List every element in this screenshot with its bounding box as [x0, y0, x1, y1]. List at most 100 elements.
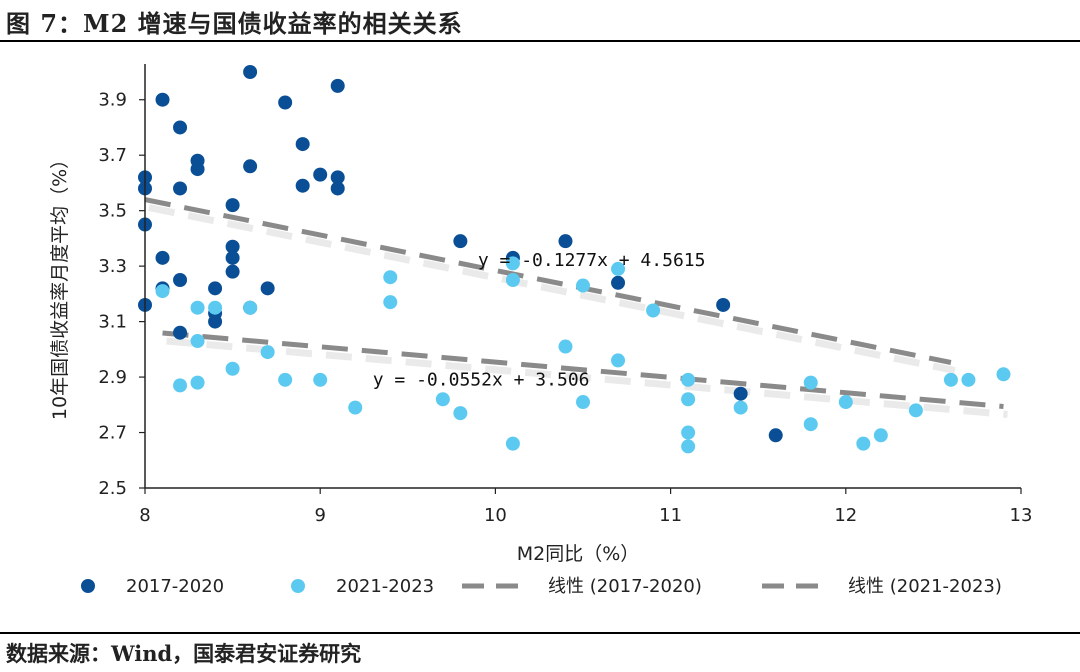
point-2021-2023-35 — [873, 428, 888, 443]
figure-title: 图 7：M2 增速与国债收益率的相关关系 — [6, 9, 463, 38]
point-2021-2023-5 — [190, 375, 205, 390]
point-2021-2023-37 — [943, 372, 958, 387]
point-2017-2020-32 — [453, 234, 468, 249]
trendline-equation-2: y = -0.0552x + 3.506 — [373, 369, 590, 390]
trendline-shadow-1 — [148, 204, 956, 374]
point-2017-2020-5 — [155, 92, 170, 107]
point-2017-2020-9 — [173, 181, 188, 196]
title-rule — [0, 40, 1080, 42]
x-tick-label-12: 12 — [834, 505, 857, 526]
x-tick-label-9: 9 — [314, 505, 325, 526]
point-2021-2023-30 — [733, 400, 748, 415]
point-2017-2020-34 — [558, 234, 573, 249]
point-2021-2023-18 — [505, 273, 520, 287]
point-2021-2023-28 — [681, 425, 696, 440]
trendline-shadows — [148, 204, 1008, 418]
point-2021-2023-7 — [225, 361, 240, 376]
point-2017-2020-31 — [330, 181, 345, 196]
point-2017-2020-8 — [173, 120, 188, 135]
point-2021-2023-26 — [681, 372, 696, 387]
legend-label-线性 (2017-2020): 线性 (2017-2020) — [548, 576, 702, 597]
x-tick-label-13: 13 — [1010, 505, 1033, 526]
point-2017-2020-17 — [225, 198, 240, 213]
point-2021-2023-1 — [155, 284, 170, 299]
trendlines — [144, 197, 1004, 409]
equation-labels: y = -0.1277x + 4.5615 y = -0.0552x + 3.50… — [373, 250, 706, 390]
point-2021-2023-22 — [576, 395, 590, 410]
y-tick-label-3.5: 3.5 — [98, 201, 127, 222]
y-tick-label-3.7: 3.7 — [98, 145, 127, 166]
point-2021-2023-14 — [383, 295, 398, 310]
point-2017-2020-26 — [295, 137, 310, 152]
point-2017-2020-37 — [733, 386, 748, 401]
point-2021-2023-16 — [453, 406, 468, 421]
legend-label-线性 (2021-2023): 线性 (2021-2023) — [848, 576, 1002, 597]
legend-label-2021-2023: 2021-2023 — [336, 576, 434, 597]
point-2017-2020-14 — [208, 281, 223, 296]
legend-marker-2017-2020 — [81, 579, 95, 593]
y-tick-label-2.5: 2.5 — [98, 478, 127, 499]
x-axis-title: M2同比（%） — [517, 543, 640, 565]
point-2021-2023-24 — [611, 353, 626, 368]
source-note: 数据来源：Wind，国泰君安证券研究 — [6, 641, 362, 666]
point-2017-2020-11 — [173, 325, 188, 340]
point-2021-2023-33 — [838, 395, 853, 410]
y-tick-label-3.1: 3.1 — [98, 312, 127, 333]
point-2017-2020-35 — [611, 275, 626, 290]
scatter-chart: 2.5 2.7 2.9 3.1 3.3 3.5 3.7 3.9 8 9 10 11 12 13 M2同比（%… — [49, 64, 1032, 597]
point-2021-2023-3 — [190, 300, 205, 315]
y-tick-label-3.9: 3.9 — [98, 90, 127, 111]
point-2021-2023-38 — [961, 372, 976, 387]
x-tick-label-11: 11 — [659, 505, 682, 526]
trendline-equation-1: y = -0.1277x + 4.5615 — [478, 250, 706, 271]
point-2017-2020-19 — [225, 250, 240, 265]
y-tick-label-2.9: 2.9 — [98, 367, 127, 388]
point-2017-2020-13 — [190, 162, 205, 177]
y-tick-label-3.3: 3.3 — [98, 256, 127, 277]
point-2021-2023-39 — [996, 367, 1011, 382]
point-2021-2023-10 — [278, 372, 293, 387]
trendline-1 — [144, 197, 952, 365]
point-2021-2023-31 — [803, 375, 818, 390]
point-2017-2020-6 — [155, 250, 170, 265]
y-tick-label-2.7: 2.7 — [98, 423, 127, 444]
point-2021-2023-20 — [558, 339, 573, 354]
point-2021-2023-2 — [173, 378, 188, 393]
point-2021-2023-34 — [856, 436, 871, 451]
point-2021-2023-29 — [681, 439, 696, 454]
point-2021-2023-6 — [208, 300, 223, 315]
point-2017-2020-20 — [225, 264, 240, 279]
trendline-2 — [162, 330, 1004, 409]
point-2021-2023-19 — [505, 436, 520, 451]
point-2021-2023-27 — [681, 392, 696, 407]
point-2017-2020-22 — [243, 159, 258, 174]
point-2017-2020-36 — [716, 297, 731, 312]
point-2017-2020-25 — [278, 95, 293, 110]
point-2021-2023-32 — [803, 417, 818, 432]
point-2021-2023-13 — [383, 270, 398, 285]
y-axis-title: 10年国债收益率月度平均（%） — [49, 150, 71, 420]
point-2017-2020-18 — [225, 239, 240, 254]
point-2021-2023-12 — [348, 400, 363, 415]
legend-marker-2021-2023 — [291, 579, 305, 593]
point-2017-2020-10 — [173, 273, 188, 287]
point-2017-2020-28 — [313, 167, 328, 182]
data-points — [138, 65, 1011, 454]
axes: 2.5 2.7 2.9 3.1 3.3 3.5 3.7 3.9 8 9 10 11 12 13 M2同比（%… — [49, 64, 1032, 565]
point-2017-2020-27 — [295, 178, 310, 193]
point-2017-2020-30 — [330, 170, 345, 185]
point-2021-2023-25 — [646, 303, 661, 318]
point-2021-2023-4 — [190, 334, 205, 349]
legend-label-2017-2020: 2017-2020 — [126, 576, 224, 597]
x-tick-label-8: 8 — [139, 505, 150, 526]
point-2017-2020-21 — [243, 65, 258, 79]
point-2017-2020-16 — [208, 314, 223, 329]
legend: 2017-2020 2021-2023 线性 (2017-2020) 线性 (2021… — [81, 576, 1002, 597]
point-2021-2023-15 — [435, 392, 450, 407]
point-2021-2023-8 — [243, 300, 258, 315]
point-2017-2020-29 — [330, 78, 345, 93]
point-2017-2020-38 — [768, 428, 783, 443]
point-2021-2023-11 — [313, 372, 328, 387]
x-tick-label-10: 10 — [484, 505, 507, 526]
point-2021-2023-9 — [260, 345, 275, 360]
